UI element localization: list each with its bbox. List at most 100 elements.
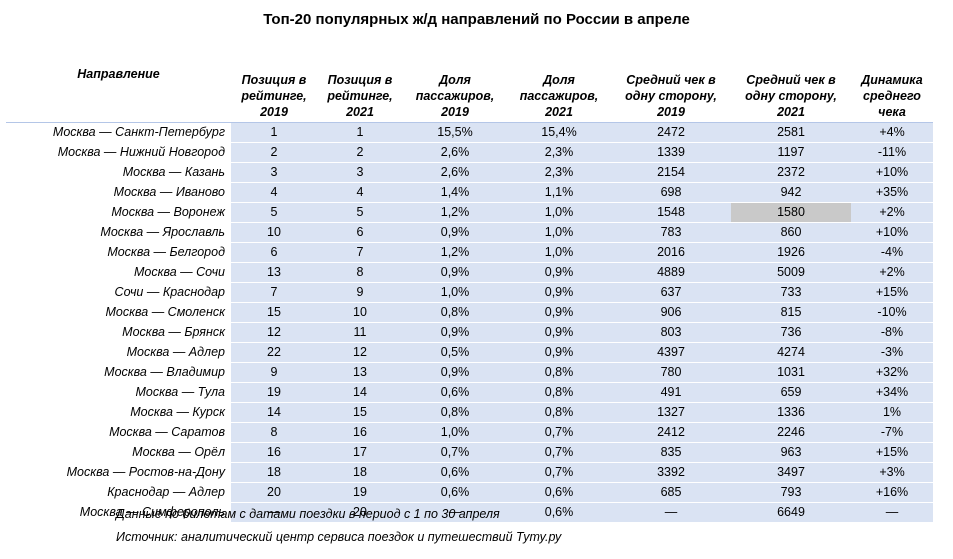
value-cell[interactable]: — [403, 502, 507, 523]
value-cell[interactable]: 0,8% [507, 402, 611, 423]
value-cell[interactable]: 14 [317, 382, 403, 403]
value-cell[interactable]: 7 [231, 282, 317, 303]
route-cell[interactable]: Москва — Санкт-Петербург [6, 122, 231, 143]
value-cell[interactable]: 13 [231, 262, 317, 283]
value-cell[interactable]: 2372 [731, 162, 851, 183]
value-cell[interactable]: 1,1% [507, 182, 611, 203]
value-cell[interactable]: 803 [611, 322, 731, 343]
value-cell[interactable]: 0,8% [403, 302, 507, 323]
value-cell[interactable]: -7% [851, 422, 933, 443]
value-cell[interactable]: 19 [317, 482, 403, 503]
value-cell[interactable]: 1,2% [403, 202, 507, 223]
value-cell[interactable]: 793 [731, 482, 851, 503]
value-cell[interactable]: 1,0% [507, 222, 611, 243]
value-cell[interactable]: 0,7% [403, 442, 507, 463]
value-cell[interactable]: 2,6% [403, 162, 507, 183]
value-cell[interactable]: 6 [317, 222, 403, 243]
route-cell[interactable]: Москва — Смоленск [6, 302, 231, 323]
value-cell[interactable]: 0,9% [507, 342, 611, 363]
value-cell[interactable]: 12 [317, 342, 403, 363]
value-cell[interactable]: 16 [231, 442, 317, 463]
value-cell[interactable]: 1339 [611, 142, 731, 163]
value-cell[interactable]: 733 [731, 282, 851, 303]
value-cell[interactable]: 15 [317, 402, 403, 423]
value-cell[interactable]: -8% [851, 322, 933, 343]
value-cell[interactable]: 8 [317, 262, 403, 283]
value-cell[interactable]: +34% [851, 382, 933, 403]
route-cell[interactable]: Москва — Ярославль [6, 222, 231, 243]
value-cell[interactable]: 1327 [611, 402, 731, 423]
value-cell[interactable]: 12 [231, 322, 317, 343]
value-cell[interactable]: 1 [317, 122, 403, 143]
value-cell[interactable]: 2016 [611, 242, 731, 263]
value-cell[interactable]: 0,9% [403, 222, 507, 243]
value-cell[interactable]: +15% [851, 282, 933, 303]
value-cell[interactable]: 0,9% [507, 282, 611, 303]
value-cell[interactable]: 9 [317, 282, 403, 303]
value-cell[interactable]: 815 [731, 302, 851, 323]
value-cell[interactable]: 736 [731, 322, 851, 343]
route-cell[interactable]: Москва — Белгород [6, 242, 231, 263]
route-cell[interactable]: Москва — Орёл [6, 442, 231, 463]
route-cell[interactable]: Москва — Адлер [6, 342, 231, 363]
value-cell[interactable]: +15% [851, 442, 933, 463]
value-cell[interactable]: 2472 [611, 122, 731, 143]
value-cell[interactable]: 0,9% [403, 322, 507, 343]
value-cell[interactable]: 4274 [731, 342, 851, 363]
value-cell[interactable]: 19 [231, 382, 317, 403]
route-cell[interactable]: Москва — Нижний Новгород [6, 142, 231, 163]
value-cell[interactable]: +2% [851, 262, 933, 283]
route-cell[interactable]: Москва — Казань [6, 162, 231, 183]
value-cell[interactable]: 2246 [731, 422, 851, 443]
value-cell[interactable]: 1,2% [403, 242, 507, 263]
value-cell[interactable]: 0,6% [403, 382, 507, 403]
route-cell[interactable]: Москва — Тула [6, 382, 231, 403]
value-cell[interactable]: 4 [317, 182, 403, 203]
value-cell[interactable]: — [231, 502, 317, 523]
value-cell[interactable]: 1,0% [403, 422, 507, 443]
value-cell[interactable]: 0,6% [507, 502, 611, 523]
value-cell[interactable]: 685 [611, 482, 731, 503]
value-cell[interactable]: +16% [851, 482, 933, 503]
value-cell[interactable]: 3497 [731, 462, 851, 483]
route-cell[interactable]: Москва — Воронеж [6, 202, 231, 223]
value-cell[interactable]: 18 [231, 462, 317, 483]
value-cell[interactable]: 1926 [731, 242, 851, 263]
value-cell[interactable]: 0,6% [403, 462, 507, 483]
value-cell[interactable]: 1580 [731, 202, 851, 223]
value-cell[interactable]: 5 [317, 202, 403, 223]
value-cell[interactable]: +4% [851, 122, 933, 143]
value-cell[interactable]: +10% [851, 222, 933, 243]
value-cell[interactable]: 15 [231, 302, 317, 323]
value-cell[interactable]: 0,6% [403, 482, 507, 503]
value-cell[interactable]: -11% [851, 142, 933, 163]
value-cell[interactable]: 1197 [731, 142, 851, 163]
value-cell[interactable]: -3% [851, 342, 933, 363]
route-cell[interactable]: Москва — Саратов [6, 422, 231, 443]
value-cell[interactable]: 1548 [611, 202, 731, 223]
value-cell[interactable]: 2,3% [507, 142, 611, 163]
value-cell[interactable]: 3392 [611, 462, 731, 483]
value-cell[interactable]: 2 [231, 142, 317, 163]
value-cell[interactable]: 22 [231, 342, 317, 363]
value-cell[interactable]: 0,8% [507, 382, 611, 403]
value-cell[interactable]: 1,0% [403, 282, 507, 303]
value-cell[interactable]: 942 [731, 182, 851, 203]
value-cell[interactable]: 2,6% [403, 142, 507, 163]
value-cell[interactable]: 1,0% [507, 202, 611, 223]
route-cell[interactable]: Москва — Симферополь [6, 502, 231, 523]
route-cell[interactable]: Краснодар — Адлер [6, 482, 231, 503]
value-cell[interactable]: 1336 [731, 402, 851, 423]
value-cell[interactable]: 11 [317, 322, 403, 343]
value-cell[interactable]: 0,7% [507, 422, 611, 443]
value-cell[interactable]: 963 [731, 442, 851, 463]
value-cell[interactable]: 835 [611, 442, 731, 463]
route-cell[interactable]: Москва — Курск [6, 402, 231, 423]
value-cell[interactable]: 0,7% [507, 462, 611, 483]
value-cell[interactable]: 7 [317, 242, 403, 263]
value-cell[interactable]: 2412 [611, 422, 731, 443]
value-cell[interactable]: 860 [731, 222, 851, 243]
value-cell[interactable]: 10 [231, 222, 317, 243]
value-cell[interactable]: 0,7% [507, 442, 611, 463]
value-cell[interactable]: 10 [317, 302, 403, 323]
